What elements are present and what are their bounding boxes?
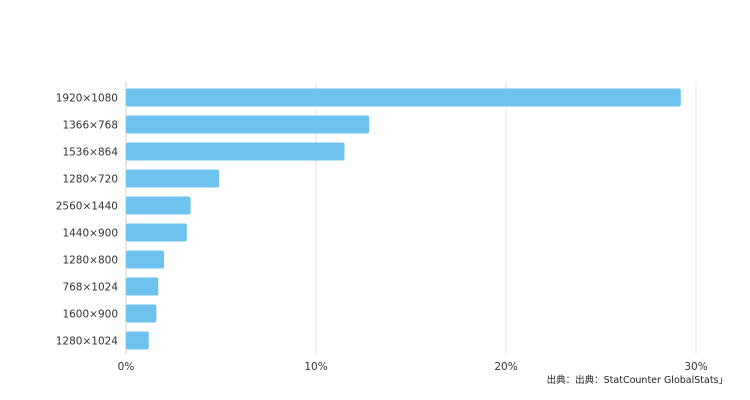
category-label: 768×1024 — [62, 282, 118, 294]
bar — [126, 277, 159, 296]
bars — [126, 88, 681, 350]
bar — [126, 331, 149, 350]
source-note: 出典：出典：StatCounter GlobalStats」 — [546, 375, 728, 386]
category-labels: 1920×1080 1366×768 1536×864 1280×720 2560×14… — [56, 93, 119, 348]
bar — [126, 88, 681, 107]
category-label: 1280×1024 — [56, 336, 119, 348]
bar — [126, 169, 220, 188]
x-tick-labels: 0% 10% 20% 30% — [118, 361, 708, 373]
bar — [126, 115, 370, 134]
category-label: 1280×720 — [62, 174, 118, 186]
category-label: 1280×800 — [62, 255, 118, 267]
category-label: 2560×1440 — [56, 201, 118, 213]
category-label: 1920×1080 — [56, 93, 118, 105]
x-tick-label: 30% — [684, 361, 707, 373]
category-label: 1440×900 — [62, 228, 118, 240]
bar — [126, 223, 187, 242]
bar — [126, 142, 345, 161]
category-label: 1600×900 — [62, 309, 118, 321]
category-label: 1366×768 — [62, 120, 118, 132]
bar — [126, 250, 164, 269]
x-tick-label: 0% — [118, 361, 135, 373]
x-tick-label: 20% — [494, 361, 517, 373]
bar — [126, 304, 157, 323]
x-tick-label: 10% — [304, 361, 327, 373]
bar — [126, 196, 191, 215]
category-label: 1536×864 — [62, 147, 118, 159]
